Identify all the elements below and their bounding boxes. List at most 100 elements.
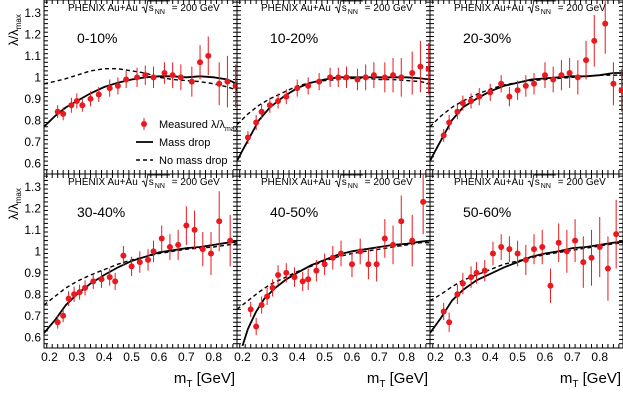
data-point <box>60 110 67 117</box>
data-point <box>134 74 141 81</box>
no-mass-drop-curve <box>237 77 430 126</box>
data-point <box>54 108 61 115</box>
energy-symbol: s <box>149 177 154 188</box>
data-point <box>468 97 475 104</box>
panel-plot-area <box>430 199 623 334</box>
y-tick-label: 0.8 <box>24 287 41 301</box>
x-tick-label: 0.4 <box>482 350 499 364</box>
data-point <box>54 319 61 326</box>
legend: Measured λ/λmax Mass drop No mass drop <box>136 118 239 167</box>
energy-symbol: s <box>342 3 347 14</box>
x-tick-label: 0.2 <box>41 350 58 364</box>
panel-plot-area <box>44 191 237 334</box>
x-tick-label: 0.6 <box>537 350 554 364</box>
data-point <box>522 256 529 263</box>
data-point <box>596 244 603 251</box>
energy-value: = 200 GeV <box>558 177 606 188</box>
energy-symbol: s <box>535 177 540 188</box>
y-tick-label: 0.8 <box>24 113 41 127</box>
data-point <box>120 252 127 259</box>
data-point <box>161 70 168 77</box>
experiment-label: PHENIX Au+Au <box>68 177 138 188</box>
x-tick-label: 0.5 <box>509 350 526 364</box>
data-point <box>123 76 130 83</box>
data-point <box>580 259 587 266</box>
y-tick-label: 1.3 <box>24 180 41 194</box>
data-point <box>440 132 447 139</box>
data-point <box>555 239 562 246</box>
data-point <box>381 74 388 81</box>
data-point <box>489 250 496 257</box>
energy-subscript: NN <box>541 9 551 16</box>
data-point <box>82 284 89 291</box>
x-tick-label: 0.6 <box>151 350 168 364</box>
panel-plot-area <box>430 0 623 162</box>
y-axis-title: λ/λmax <box>6 188 23 220</box>
energy-value: = 200 GeV <box>365 3 413 14</box>
data-point <box>558 72 565 79</box>
data-point <box>150 248 157 255</box>
data-point <box>136 259 143 266</box>
data-point <box>106 274 113 281</box>
x-tick-label: 0.8 <box>398 350 415 364</box>
data-point <box>269 284 276 291</box>
data-point <box>73 97 80 104</box>
centrality-label: 30-40% <box>77 204 125 220</box>
data-point <box>87 95 94 102</box>
data-point <box>481 267 488 274</box>
data-point <box>106 85 113 92</box>
centrality-label: 40-50% <box>270 204 318 220</box>
panel-50-60%: PHENIX Au+Au s NN = 200 GeV 50-60% 0.2 0.3 0.4 0… <box>427 173 623 390</box>
experiment-label: PHENIX Au+Au <box>261 3 331 14</box>
data-point <box>313 267 320 274</box>
data-point <box>294 85 301 92</box>
data-point <box>381 235 388 242</box>
x-tick-label: 0.3 <box>455 350 472 364</box>
data-point <box>602 20 609 27</box>
data-point <box>446 319 453 326</box>
data-point <box>166 244 173 251</box>
data-point <box>191 226 198 233</box>
x-tick-label: 0.6 <box>344 350 361 364</box>
data-point <box>321 261 328 268</box>
data-point <box>305 276 312 283</box>
energy-subscript: NN <box>155 183 165 190</box>
sqrt-sign <box>527 174 556 188</box>
data-point <box>253 323 260 330</box>
data-point <box>207 250 214 257</box>
panel-0-10%: PHENIX Au+Au s NN = 200 GeV 0-10% 0.6 0.7 0.8 0.… <box>24 0 239 175</box>
energy-value: = 200 GeV <box>172 177 220 188</box>
data-point <box>572 237 579 244</box>
data-point <box>232 82 237 89</box>
energy-value: = 200 GeV <box>365 177 413 188</box>
y-axis-title: λ/λmax <box>6 14 23 46</box>
data-point <box>417 63 424 70</box>
panel-frame <box>429 173 623 349</box>
sqrt-sign <box>141 0 170 14</box>
data-point <box>514 250 521 257</box>
data-point <box>563 248 570 255</box>
y-tick-label: 1 <box>34 244 41 258</box>
data-point <box>227 237 234 244</box>
data-point <box>370 72 377 79</box>
data-point <box>459 100 466 107</box>
energy-symbol: s <box>149 3 154 14</box>
data-point <box>275 97 282 104</box>
data-point <box>514 87 521 94</box>
data-point <box>338 250 345 257</box>
energy-symbol: s <box>342 177 347 188</box>
data-point <box>473 269 480 276</box>
energy-symbol: s <box>535 3 540 14</box>
data-point <box>531 80 538 87</box>
panel-plot-area <box>237 174 430 347</box>
y-tick-label: 1.1 <box>24 49 41 63</box>
x-tick-label: 0.7 <box>178 350 195 364</box>
x-tick-label: 0.2 <box>427 350 444 364</box>
y-tick-label: 0.9 <box>24 266 41 280</box>
sqrt-sign <box>334 174 363 188</box>
sqrt-sign <box>141 174 170 188</box>
data-point <box>539 244 546 251</box>
data-point <box>390 241 397 248</box>
data-point <box>409 237 416 244</box>
y-tick-label: 1.2 <box>24 201 41 215</box>
